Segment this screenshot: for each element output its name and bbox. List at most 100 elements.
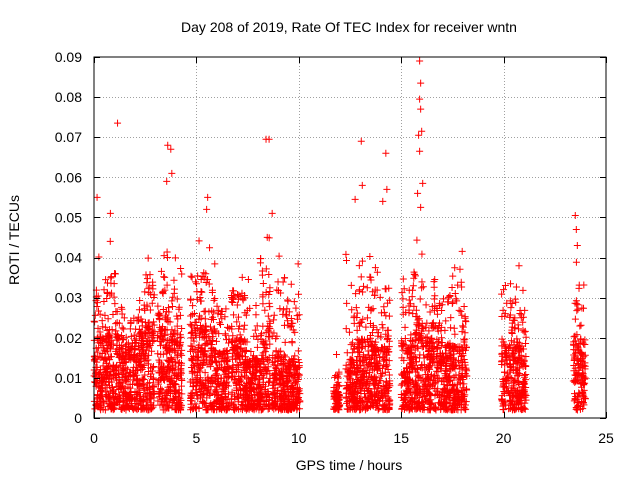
data-point — [343, 299, 351, 307]
data-point — [150, 327, 158, 335]
data-point — [372, 359, 380, 367]
data-point — [450, 324, 458, 332]
data-point — [172, 372, 180, 380]
data-point — [160, 273, 168, 281]
data-point — [229, 362, 237, 370]
data-point — [290, 298, 298, 306]
data-point — [363, 284, 371, 292]
data-point — [272, 404, 280, 412]
data-point — [188, 311, 196, 319]
data-point — [419, 283, 427, 291]
data-point — [434, 368, 442, 376]
data-point — [263, 393, 271, 401]
data-point — [357, 390, 365, 398]
data-point — [259, 381, 267, 389]
data-point — [97, 397, 105, 405]
data-point — [418, 284, 426, 292]
data-point — [289, 355, 297, 363]
data-point — [283, 378, 291, 386]
data-point — [111, 270, 119, 278]
data-point — [371, 264, 379, 272]
data-point — [191, 375, 199, 383]
data-point — [264, 388, 272, 396]
data-point — [188, 273, 196, 281]
data-point — [258, 271, 266, 279]
data-point — [371, 385, 379, 393]
data-point — [228, 364, 236, 372]
data-point — [159, 371, 167, 379]
data-point — [115, 319, 123, 327]
data-point — [202, 270, 210, 278]
data-point — [355, 286, 363, 294]
data-point — [234, 351, 242, 359]
data-point — [144, 379, 152, 387]
data-point — [96, 404, 104, 412]
data-point — [144, 406, 152, 414]
data-point — [104, 394, 112, 402]
data-point — [397, 390, 405, 398]
data-point — [515, 262, 523, 270]
data-point — [219, 403, 227, 411]
y-tick-label: 0.06 — [55, 169, 82, 185]
data-point — [350, 312, 358, 320]
data-point — [188, 397, 196, 405]
data-point — [197, 297, 205, 305]
data-point — [101, 311, 109, 319]
data-point — [94, 324, 102, 332]
data-point — [188, 329, 196, 337]
data-point — [369, 396, 377, 404]
data-point — [106, 344, 114, 352]
data-point — [439, 295, 447, 303]
data-point — [259, 279, 267, 287]
data-point — [178, 270, 186, 278]
data-point — [410, 352, 418, 360]
data-point — [270, 311, 278, 319]
data-point — [189, 405, 197, 413]
data-point — [258, 371, 266, 379]
data-point — [282, 386, 290, 394]
data-point — [342, 250, 350, 258]
data-point — [259, 404, 267, 412]
data-point — [377, 370, 385, 378]
data-point — [192, 352, 200, 360]
data-point — [356, 380, 364, 388]
data-point — [122, 364, 130, 372]
data-point — [238, 273, 246, 281]
y-tick-label: 0.05 — [55, 209, 82, 225]
data-point — [132, 400, 140, 408]
data-point — [288, 339, 296, 347]
data-point — [280, 351, 288, 359]
data-point — [344, 398, 352, 406]
data-point — [248, 387, 256, 395]
data-point — [438, 338, 446, 346]
data-point — [402, 386, 410, 394]
data-point — [264, 363, 272, 371]
data-point — [169, 346, 177, 354]
data-point — [334, 394, 342, 402]
data-point — [409, 310, 417, 318]
data-point — [369, 346, 377, 354]
data-point — [175, 303, 183, 311]
data-point — [171, 358, 179, 366]
data-point — [381, 355, 389, 363]
data-point — [266, 340, 274, 348]
data-point — [353, 389, 361, 397]
data-point — [251, 390, 259, 398]
data-point — [349, 339, 357, 347]
data-point — [197, 275, 205, 283]
data-point — [571, 315, 579, 323]
data-point — [106, 382, 114, 390]
data-point — [417, 203, 425, 211]
data-point — [244, 405, 252, 413]
data-point — [284, 297, 292, 305]
data-point — [167, 145, 175, 153]
data-point — [401, 404, 409, 412]
data-point — [102, 356, 110, 364]
data-point — [345, 373, 353, 381]
data-point — [573, 242, 581, 250]
data-point — [353, 398, 361, 406]
data-point — [161, 326, 169, 334]
data-point — [130, 404, 138, 412]
data-point — [454, 281, 462, 289]
data-point — [139, 398, 147, 406]
